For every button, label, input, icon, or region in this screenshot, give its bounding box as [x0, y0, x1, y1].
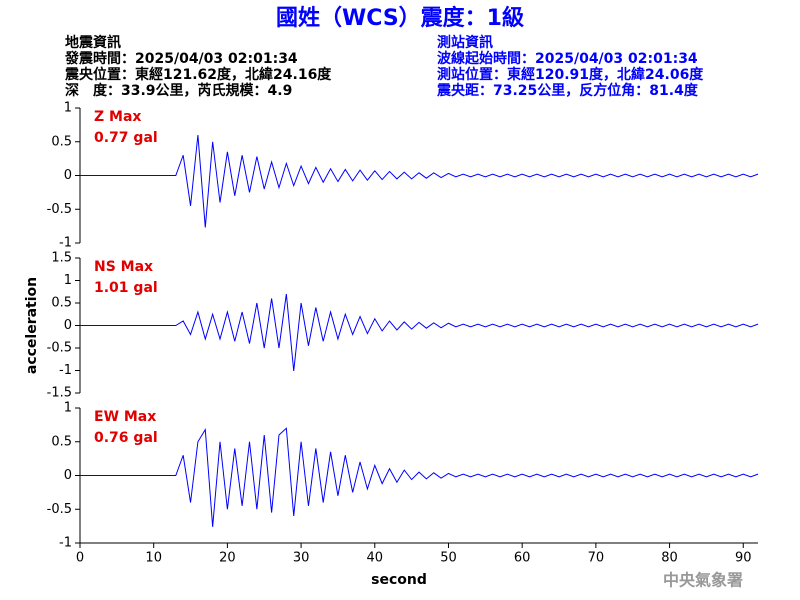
chart-title: 國姓（WCS）震度：1級 — [276, 5, 524, 31]
x-tick-label: 0 — [76, 551, 84, 566]
x-tick-label: 80 — [661, 551, 678, 566]
x-tick-label: 60 — [514, 551, 531, 566]
y-tick-label: 0 — [64, 318, 72, 333]
y-tick-label: 0 — [64, 468, 72, 483]
y-tick-label: 0.5 — [51, 134, 72, 149]
footer: 中央氣象署 — [663, 571, 743, 590]
x-tick-label: 50 — [440, 551, 457, 566]
y-axis-label: acceleration — [24, 277, 40, 374]
x-tick-label: 70 — [588, 551, 605, 566]
y-tick-label: 1.5 — [51, 251, 72, 266]
info: 測站位置：東經120.91度，北緯24.06度 — [437, 66, 704, 83]
info: 震央距：73.25公里，反方位角：81.4度 — [436, 82, 699, 99]
y-tick-label: 0.5 — [51, 296, 72, 311]
x-tick-label: 30 — [293, 551, 310, 566]
y-tick-label: -0.5 — [47, 202, 72, 217]
y-tick-label: -0.5 — [47, 502, 72, 517]
y-tick-label: -1.5 — [47, 386, 72, 401]
x-axis-label: second — [371, 572, 427, 588]
x-tick-label: 20 — [219, 551, 236, 566]
y-tick-label: 1 — [64, 401, 72, 416]
panel-label: Z Max — [94, 109, 141, 125]
panel-label: NS Max — [94, 259, 153, 275]
y-tick-label: 1 — [64, 101, 72, 116]
panel-label: EW Max — [94, 409, 156, 425]
waveform — [80, 427, 759, 527]
info: 測站資訊 — [437, 34, 493, 51]
waveform — [80, 134, 759, 228]
y-tick-label: 0.5 — [51, 434, 72, 449]
x-tick-label: 90 — [735, 551, 752, 566]
y-tick-label: 0 — [64, 168, 72, 183]
info: 地震資訊 — [65, 34, 121, 51]
y-tick-label: -1 — [59, 363, 72, 378]
panel-max: 0.77 gal — [94, 130, 158, 146]
info: 波線起始時間：2025/04/03 02:01:34 — [437, 50, 698, 67]
y-tick-label: -1 — [59, 236, 72, 251]
info: 深 度：33.9公里，芮氏規模：4.9 — [65, 82, 292, 99]
panel-max: 0.76 gal — [94, 430, 158, 446]
y-tick-label: 1 — [64, 273, 72, 288]
panel-max: 1.01 gal — [94, 280, 158, 296]
x-tick-label: 10 — [145, 551, 162, 566]
x-tick-label: 40 — [367, 551, 384, 566]
waveform — [80, 293, 759, 372]
info: 震央位置：東經121.62度，北緯24.16度 — [64, 66, 332, 83]
y-tick-label: -0.5 — [47, 341, 72, 356]
y-tick-label: -1 — [59, 536, 72, 551]
info: 發震時間：2025/04/03 02:01:34 — [64, 50, 298, 67]
